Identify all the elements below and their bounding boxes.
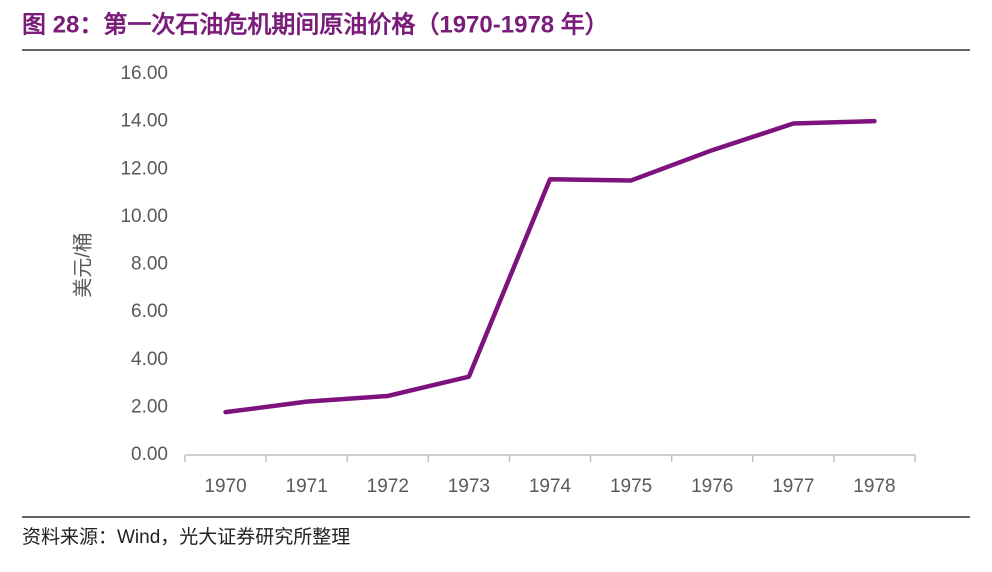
x-tick-label: 1970 — [204, 476, 246, 497]
x-tick-label: 1972 — [367, 476, 409, 497]
y-tick-label: 10.00 — [120, 206, 168, 227]
x-tick-label: 1977 — [772, 476, 814, 497]
y-tick-label: 0.00 — [131, 444, 168, 465]
y-tick-label: 16.00 — [120, 63, 168, 84]
y-tick-label: 14.00 — [120, 111, 168, 132]
price-line — [223, 118, 877, 415]
y-tick-label: 8.00 — [131, 254, 168, 275]
x-tick-label: 1975 — [610, 476, 652, 497]
y-tick-label: 12.00 — [120, 158, 168, 179]
y-axis-label: 美元/桶 — [71, 232, 94, 298]
y-tick-label: 6.00 — [131, 301, 168, 322]
x-tick-label: 1976 — [691, 476, 733, 497]
y-tick-label: 2.00 — [131, 396, 168, 417]
x-tick-label: 1973 — [448, 476, 490, 497]
x-tick-label: 1978 — [853, 476, 895, 497]
x-tick-label: 1974 — [529, 476, 572, 497]
x-tick-label: 1971 — [286, 476, 328, 497]
source-note: 资料来源：Wind，光大证券研究所整理 — [22, 526, 350, 548]
y-tick-label: 4.00 — [131, 349, 168, 370]
chart-title: 图 28：第一次石油危机期间原油价格（1970-1978 年） — [22, 10, 609, 38]
